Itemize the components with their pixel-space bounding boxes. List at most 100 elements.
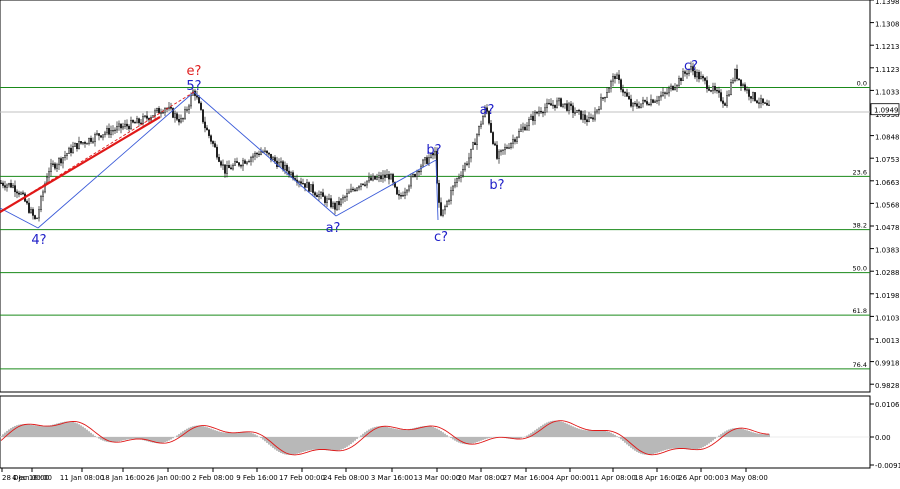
- candle-body: [546, 103, 547, 108]
- candle-body: [170, 107, 171, 108]
- wave-label: c?: [684, 59, 698, 74]
- candle-body: [602, 98, 603, 99]
- candle-body: [576, 110, 577, 112]
- macd-histogram-bar: [700, 437, 702, 448]
- oscillator-tick-label: 0.01065: [875, 401, 900, 409]
- macd-histogram-bar: [594, 430, 596, 437]
- macd-histogram-bar: [356, 437, 358, 439]
- macd-histogram-bar: [130, 437, 132, 439]
- macd-histogram-bar: [474, 437, 476, 443]
- candle-body: [766, 103, 767, 105]
- macd-histogram-bar: [44, 426, 46, 437]
- candle-body: [402, 195, 403, 196]
- macd-histogram-bar: [752, 432, 754, 437]
- macd-histogram-bar: [484, 437, 486, 439]
- time-tick-label: 4 Jan 00:00: [12, 474, 52, 482]
- candle-body: [242, 161, 243, 166]
- candle-body: [196, 96, 197, 98]
- candle-body: [666, 93, 667, 94]
- macd-histogram-bar: [210, 429, 212, 437]
- macd-histogram-bar: [690, 437, 692, 450]
- candle-body: [662, 93, 663, 96]
- candle-body: [606, 92, 607, 97]
- price-tick-label: 1.0568: [875, 201, 900, 209]
- candle-body: [282, 162, 283, 170]
- macd-histogram-bar: [248, 432, 250, 437]
- macd-histogram-bar: [612, 434, 614, 437]
- candle-body: [590, 117, 591, 118]
- macd-histogram-bar: [614, 435, 616, 437]
- price-tick-label: 1.0013: [875, 337, 900, 345]
- macd-histogram-bar: [98, 437, 100, 439]
- macd-histogram-bar: [384, 427, 386, 437]
- candle-body: [392, 174, 393, 182]
- candle-body: [416, 171, 417, 176]
- macd-histogram-bar: [402, 430, 404, 437]
- candle-body: [742, 85, 743, 86]
- macd-histogram-bar: [764, 434, 766, 437]
- candle-body: [96, 134, 97, 135]
- candle-body: [656, 100, 657, 101]
- macd-histogram-bar: [620, 437, 622, 439]
- candle-body: [600, 98, 601, 109]
- macd-histogram-bar: [472, 437, 474, 443]
- macd-histogram-bar: [274, 437, 276, 449]
- candle-body: [610, 81, 611, 88]
- price-tick-label: 1.0198: [875, 292, 900, 300]
- macd-histogram-bar: [346, 437, 348, 447]
- fibonacci-label: 50.0: [853, 265, 867, 273]
- candle-body: [456, 179, 457, 183]
- candle-body: [446, 202, 447, 207]
- candle-body: [536, 112, 537, 113]
- macd-histogram-bar: [86, 430, 88, 437]
- candle-body: [42, 192, 43, 197]
- candle-body: [176, 114, 177, 120]
- candle-body: [732, 81, 733, 83]
- macd-histogram-bar: [330, 437, 332, 451]
- macd-histogram-bar: [318, 437, 320, 449]
- macd-histogram-bar: [360, 435, 362, 437]
- macd-histogram-bar: [36, 426, 38, 437]
- candle-body: [60, 159, 61, 163]
- macd-histogram-bar: [296, 437, 298, 454]
- candle-body: [322, 193, 323, 197]
- candle-body: [316, 195, 317, 197]
- time-tick-label: 4 Apr 00:00: [549, 474, 590, 482]
- candle-body: [368, 178, 369, 181]
- wave-label: 5?: [186, 79, 201, 94]
- candle-body: [338, 201, 339, 204]
- macd-histogram-bar: [590, 431, 592, 437]
- candle-body: [410, 176, 411, 186]
- macd-histogram-bar: [164, 437, 166, 442]
- candle-body: [510, 143, 511, 147]
- oscillator-tick-label: -0.00913: [875, 462, 900, 470]
- candle-body: [326, 199, 327, 203]
- candle-body: [10, 183, 11, 187]
- candle-body: [582, 115, 583, 119]
- candle-body: [318, 194, 319, 196]
- candle-body: [678, 78, 679, 85]
- candle-body: [578, 110, 579, 111]
- candle-body: [108, 128, 109, 134]
- candle-body: [716, 90, 717, 91]
- macd-histogram-bar: [616, 436, 618, 437]
- candle-body: [130, 120, 131, 129]
- candle-body: [466, 164, 467, 165]
- candle-body: [568, 104, 569, 111]
- candle-body: [92, 142, 93, 143]
- candle-body: [268, 153, 269, 154]
- candle-body: [524, 127, 525, 130]
- macd-histogram-bar: [490, 437, 492, 438]
- candle-body: [0, 183, 1, 184]
- candle-body: [754, 92, 755, 100]
- candle-body: [332, 203, 333, 207]
- candle-body: [198, 97, 199, 103]
- candle-body: [506, 147, 507, 148]
- candle-body: [478, 126, 479, 135]
- candle-body: [22, 193, 23, 194]
- trend-line: [0, 117, 160, 212]
- macd-histogram-bar: [306, 437, 308, 451]
- macd-histogram-bar: [76, 423, 78, 437]
- candle-body: [358, 187, 359, 188]
- macd-histogram-bar: [24, 424, 26, 437]
